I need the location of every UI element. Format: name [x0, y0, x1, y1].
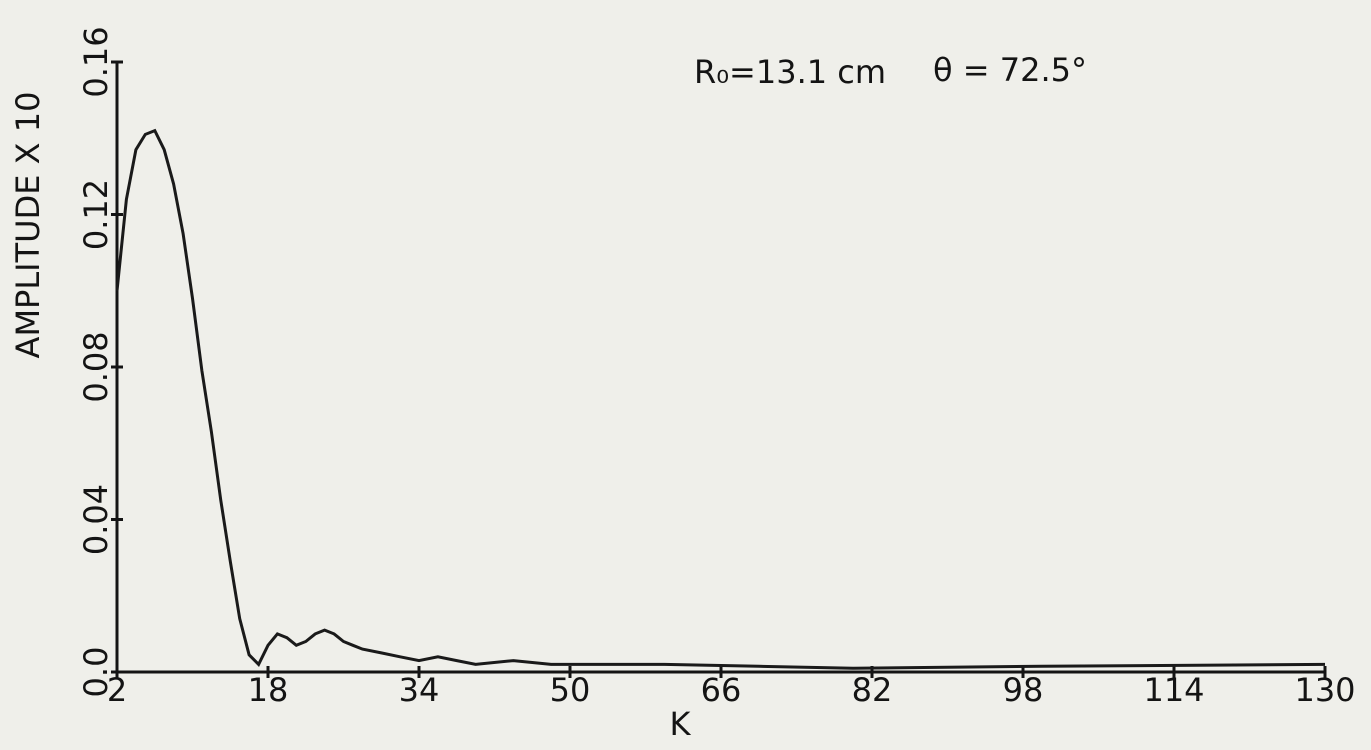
y-tick-label: 0.12	[77, 179, 115, 250]
x-tick-label: 50	[550, 671, 591, 709]
x-tick-label: 98	[1003, 671, 1044, 709]
annotation: R₀=13.1 cm	[694, 53, 886, 91]
line	[115, 128, 1326, 670]
x-tick-label: 82	[852, 671, 893, 709]
y-axis-label: AMPLITUDE X 10	[9, 92, 47, 359]
x-tick-label: 130	[1294, 671, 1355, 709]
x-axis-label: K	[670, 705, 692, 743]
annotation: θ = 72.5°	[933, 51, 1087, 89]
x-tick-label: 66	[701, 671, 742, 709]
x-tick-label: 18	[248, 671, 289, 709]
x-tick-label: 34	[399, 671, 440, 709]
x-tick-label: 2	[107, 671, 127, 709]
y-tick-label: 0.16	[77, 26, 115, 97]
y-tick-label: 0.08	[77, 331, 115, 402]
y-tick-label: 0.04	[77, 484, 115, 555]
y-tick-label: 0.0	[77, 647, 115, 698]
x-tick-label: 114	[1143, 671, 1204, 709]
